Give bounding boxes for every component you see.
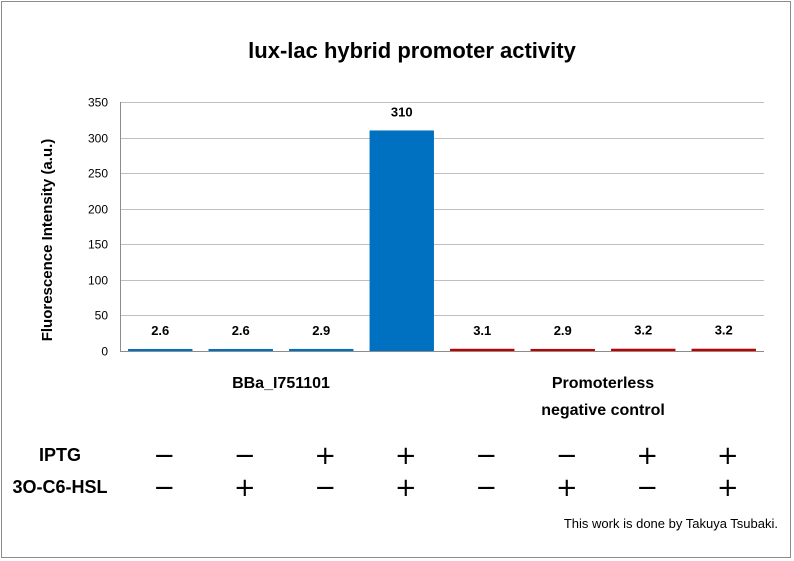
group-labels: BBa_I751101 Promoterless negative control xyxy=(232,375,665,419)
data-label: 3.2 xyxy=(715,323,733,338)
condition-sign: − xyxy=(475,441,497,471)
condition-sign: + xyxy=(395,441,417,471)
bar xyxy=(369,130,434,351)
data-label: 2.6 xyxy=(151,323,169,338)
condition-sign: − xyxy=(234,441,256,471)
condition-sign: + xyxy=(717,473,739,503)
bars xyxy=(128,130,756,351)
condition-label: 3O-C6-HSL xyxy=(12,477,107,497)
y-tick-labels: 0 50 100 150 200 250 300 350 xyxy=(88,96,108,359)
y-tick-label: 100 xyxy=(88,274,108,288)
condition-sign: + xyxy=(314,441,336,471)
y-axis-label: Fluorescence Intensity (a.u.) xyxy=(39,139,56,342)
condition-sign: − xyxy=(153,441,175,471)
group-label: Promoterless xyxy=(552,375,654,392)
data-label: 3.1 xyxy=(473,323,491,338)
bar xyxy=(208,349,273,351)
gridlines xyxy=(120,102,764,352)
condition-sign: − xyxy=(475,473,497,503)
credit-text: This work is done by Takuya Tsubaki. xyxy=(564,516,778,531)
bar xyxy=(128,349,193,351)
y-tick-label: 300 xyxy=(88,132,108,146)
bar xyxy=(530,348,595,351)
condition-sign: − xyxy=(314,473,336,503)
condition-sign: + xyxy=(717,441,739,471)
y-tick-label: 50 xyxy=(95,309,109,323)
condition-table: IPTG − − + + − − + +3O-C6-HSL − + − + − + − + xyxy=(12,441,738,503)
data-label: 2.6 xyxy=(232,323,250,338)
group-label: BBa_I751101 xyxy=(232,375,330,392)
condition-sign: + xyxy=(234,473,256,503)
condition-sign: + xyxy=(395,473,417,503)
data-labels: 2.6 2.6 2.9 310 3.1 2.9 3.2 3.2 xyxy=(151,104,733,338)
y-tick-label: 200 xyxy=(88,203,108,217)
condition-sign: + xyxy=(636,441,658,471)
bar xyxy=(691,348,756,351)
data-label: 3.2 xyxy=(634,323,652,338)
condition-sign: − xyxy=(556,441,578,471)
condition-sign: + xyxy=(556,473,578,503)
y-tick-label: 0 xyxy=(101,345,108,359)
bar xyxy=(450,348,515,351)
bar xyxy=(611,348,676,351)
bar xyxy=(289,348,354,351)
chart-title: lux-lac hybrid promoter activity xyxy=(248,38,576,63)
condition-label: IPTG xyxy=(39,445,81,465)
data-label: 310 xyxy=(391,104,413,119)
y-tick-label: 150 xyxy=(88,238,108,252)
y-tick-label: 350 xyxy=(88,96,108,110)
condition-sign: − xyxy=(153,473,175,503)
y-tick-label: 250 xyxy=(88,167,108,181)
group-label: negative control xyxy=(541,402,665,419)
condition-sign: − xyxy=(636,473,658,503)
data-label: 2.9 xyxy=(312,323,330,338)
data-label: 2.9 xyxy=(554,323,572,338)
